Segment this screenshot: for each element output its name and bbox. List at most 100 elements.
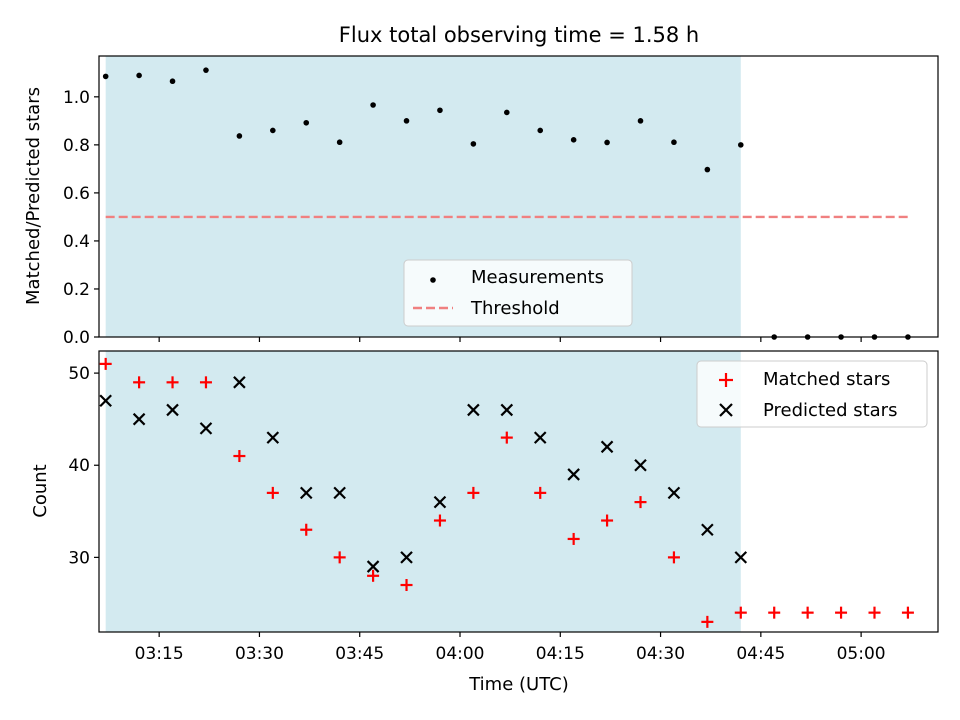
bottom-y-tick-label: 40 xyxy=(68,456,90,476)
matched-star-point xyxy=(433,514,446,527)
bottom-y-tick-label: 50 xyxy=(68,364,90,384)
bottom-shaded-region xyxy=(105,351,741,632)
bottom-x-ticks: 03:15 03:30 03:45 04:00 04:15 04:30 04:45 05:00 xyxy=(135,632,886,664)
measurement-point xyxy=(537,127,544,134)
bottom-axes-frame xyxy=(98,350,939,633)
bottom-legend: Matched stars Predicted stars xyxy=(696,360,928,428)
top-y-ticks: 0.0 0.2 0.4 0.6 0.8 1.0 xyxy=(63,88,99,348)
matched-star-point xyxy=(901,606,914,619)
measurement-point xyxy=(136,72,142,79)
matched-star-point xyxy=(333,551,346,564)
top-y-tick-label: 0.2 xyxy=(63,280,90,300)
predicted-star-point xyxy=(634,458,647,472)
bottom-legend-box xyxy=(696,360,928,428)
predicted-star-point xyxy=(433,495,447,509)
predicted-star-point xyxy=(99,394,112,408)
matched-star-point xyxy=(634,496,647,509)
measurement-point xyxy=(169,78,176,85)
measurement-point xyxy=(637,118,644,124)
legend-predicted-marker xyxy=(719,403,733,417)
top-y-axis-label: Matched/Predicted stars xyxy=(23,87,44,305)
matched-star-point xyxy=(133,376,146,389)
top-axes-frame xyxy=(98,55,939,338)
matched-star-point xyxy=(199,376,212,389)
matched-star-point xyxy=(233,450,246,463)
matched-star-point xyxy=(467,486,480,499)
matched-star-point xyxy=(367,569,380,582)
measurement-point xyxy=(470,141,477,147)
x-tick-label: 03:45 xyxy=(335,644,384,664)
top-x-ticks xyxy=(158,337,862,342)
matched-star-point xyxy=(667,551,680,564)
predicted-star-point xyxy=(500,403,514,417)
measurement-point xyxy=(270,127,276,134)
predicted-star-point xyxy=(667,486,681,500)
measurement-point xyxy=(370,102,376,108)
measurement-point xyxy=(570,137,577,143)
predicted-star-point xyxy=(366,560,380,573)
x-axis-label: Time (UTC) xyxy=(468,674,569,695)
matched-star-point xyxy=(835,606,848,619)
predicted-star-point xyxy=(199,422,213,435)
measurement-point xyxy=(203,67,209,73)
predicted-star-point xyxy=(299,486,313,500)
x-tick-label: 04:00 xyxy=(436,644,485,664)
predicted-star-point xyxy=(734,551,748,564)
legend-measurements-label: Measurements xyxy=(471,267,604,288)
predicted-star-point xyxy=(701,523,714,537)
matched-star-point xyxy=(534,486,547,499)
matched-star-point xyxy=(567,532,580,545)
matched-star-point xyxy=(768,606,781,619)
matched-star-point xyxy=(701,615,714,628)
measurement-point xyxy=(504,109,510,116)
x-tick-label: 05:00 xyxy=(837,644,886,664)
matched-star-point xyxy=(266,486,279,499)
measurement-point xyxy=(236,133,243,139)
top-y-tick-label: 0.8 xyxy=(63,136,90,156)
predicted-star-point xyxy=(233,376,246,389)
matched-star-point xyxy=(734,606,747,619)
x-tick-label: 04:30 xyxy=(636,644,685,664)
matched-star-point xyxy=(166,376,179,389)
predicted-star-point xyxy=(567,468,580,481)
legend-matched-label: Matched stars xyxy=(763,369,890,390)
top-y-tick-label: 1.0 xyxy=(63,88,90,108)
predicted-star-point xyxy=(400,551,413,564)
top-y-tick-label: 0.4 xyxy=(63,232,90,252)
x-tick-label: 03:30 xyxy=(235,644,284,664)
matched-star-point xyxy=(99,357,112,370)
bottom-y-axis-label: Count xyxy=(30,464,51,517)
predicted-star-point xyxy=(132,412,146,426)
measurement-point xyxy=(704,166,711,173)
matched-star-point xyxy=(801,606,814,619)
predicted-star-point xyxy=(266,431,280,444)
predicted-star-point xyxy=(333,486,346,500)
top-legend: Measurements Threshold xyxy=(403,259,633,327)
predicted-star-point xyxy=(533,431,547,444)
top-panel: 0.0 0.2 0.4 0.6 0.8 1.0 Matched/Predicted sta… xyxy=(23,55,939,348)
bottom-panel: 30 40 50 03:15 03:30 03:45 04:00 04:15 04:30 04:… xyxy=(30,350,939,695)
legend-predicted-label: Predicted stars xyxy=(763,400,897,421)
x-tick-label: 03:15 xyxy=(135,644,184,664)
legend-threshold-label: Threshold xyxy=(470,298,560,319)
predicted-star-point xyxy=(467,403,480,417)
matched-star-point xyxy=(868,606,881,619)
bottom-y-tick-label: 30 xyxy=(68,548,90,568)
measurement-point xyxy=(437,107,443,114)
matched-star-point xyxy=(300,523,313,536)
predicted-star-point xyxy=(166,403,179,417)
bottom-y-ticks: 30 40 50 xyxy=(68,364,99,568)
legend-measurement-marker xyxy=(430,277,436,283)
chart-title: Flux total observing time = 1.58 h xyxy=(339,23,699,47)
x-tick-label: 04:15 xyxy=(536,644,585,664)
measurement-point xyxy=(403,118,410,124)
shaded-interval-bottom xyxy=(105,351,741,632)
matched-stars-points xyxy=(99,357,914,628)
matched-star-point xyxy=(400,579,413,592)
predicted-star-point xyxy=(600,440,614,454)
top-y-tick-label: 0.6 xyxy=(63,184,90,204)
matched-star-point xyxy=(500,431,513,444)
top-y-tick-label: 0.0 xyxy=(63,328,90,348)
matched-star-point xyxy=(601,514,614,527)
